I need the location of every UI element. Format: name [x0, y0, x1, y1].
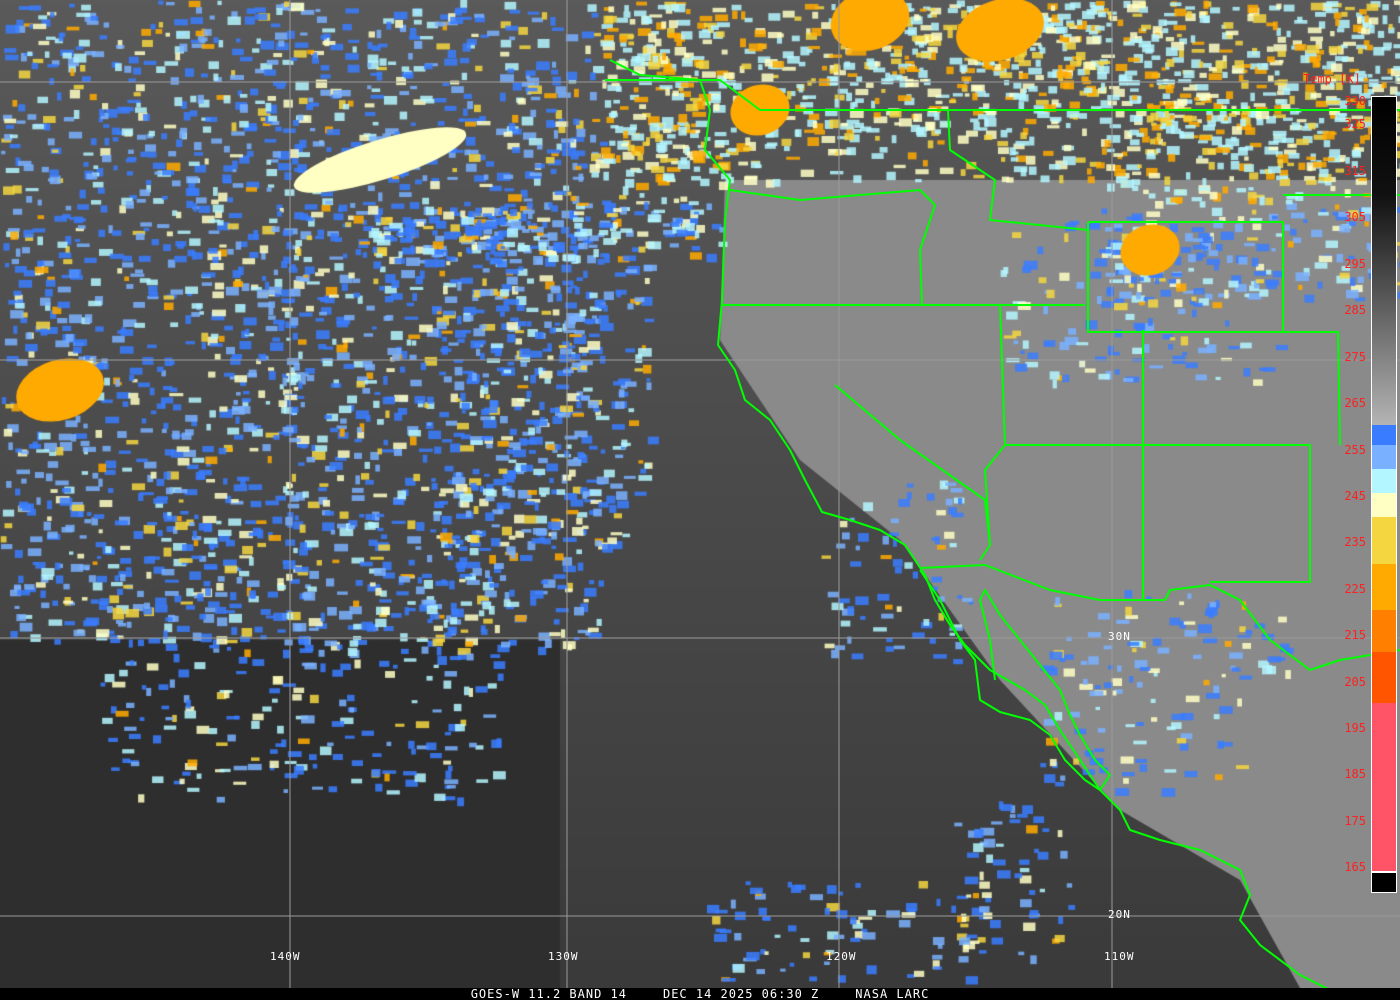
- colorbar-tick-label: 175: [1344, 814, 1366, 828]
- colorbar-tick-label: 185: [1344, 767, 1366, 781]
- colorbar-yellow-segment: [1372, 517, 1396, 564]
- caption-datetime: DEC 14 2025 06:30 Z: [662, 987, 820, 1000]
- label-30n: 30N: [1108, 630, 1131, 643]
- caption-source: NASA LARC: [855, 987, 930, 1000]
- border-ca-nv: [834, 384, 991, 561]
- border-co: [1143, 331, 1341, 446]
- colorbar-tick-label: 255: [1344, 443, 1366, 457]
- boundaries: [605, 59, 1400, 991]
- colorbar-lightblue-segment: [1372, 445, 1396, 469]
- colorbar-tick-label: 235: [1344, 535, 1366, 549]
- label-110w: 110W: [1104, 950, 1135, 963]
- temperature-colorbar: [1371, 96, 1397, 893]
- colorbar-tick-label: 305: [1344, 210, 1366, 224]
- colorbar-tick-label: 205: [1344, 675, 1366, 689]
- image-caption: GOES-W 11.2 BAND 14 DEC 14 2025 06:30 Z NA…: [0, 988, 1400, 1000]
- caption-satellite: GOES-W 11.2 BAND 14: [470, 987, 627, 1000]
- colorbar-tick-label: 330: [1344, 94, 1366, 108]
- colorbar-redorange-segment: [1372, 652, 1396, 703]
- border-nv-ut: [984, 304, 1006, 546]
- border-mt: [947, 109, 1089, 231]
- colorbar-gray-segment: [1372, 97, 1396, 425]
- label-130w: 130W: [548, 950, 579, 963]
- label-20n: 20N: [1108, 908, 1131, 921]
- colorbar-tick-label: 285: [1344, 303, 1366, 317]
- colorbar-tick-label: 165: [1344, 860, 1366, 874]
- baja-peninsula: [919, 569, 1111, 791]
- colorbar-tick-label: 275: [1344, 350, 1366, 364]
- colorbar-tick-label: 325: [1344, 117, 1366, 131]
- colorbar-blue-segment: [1372, 425, 1396, 445]
- label-140w: 140W: [270, 950, 301, 963]
- colorbar-tick-label: 295: [1344, 257, 1366, 271]
- colorbar-tick-label: 245: [1344, 489, 1366, 503]
- colorbar-divider: [1372, 871, 1396, 873]
- colorbar-title: Temp [K]: [1303, 72, 1361, 86]
- colorbar-paleyellow-segment: [1372, 493, 1396, 517]
- colorbar-orange-segment: [1372, 564, 1396, 610]
- colorbar-tick-label: 195: [1344, 721, 1366, 735]
- colorbar-cyan-segment: [1372, 469, 1396, 493]
- colorbar-tick-label: 215: [1344, 628, 1366, 642]
- colorbar-tick-label: 225: [1344, 582, 1366, 596]
- colorbar-tick-label: 315: [1344, 164, 1366, 178]
- coastline-west: [609, 59, 1331, 991]
- colorbar-tick-label: 265: [1344, 396, 1366, 410]
- border-us-mexico: [919, 564, 1400, 671]
- colorbar-darkorange-segment: [1372, 610, 1396, 652]
- label-120w: 120W: [826, 950, 857, 963]
- border-az-nm: [1005, 444, 1311, 583]
- border-us-canada: [605, 79, 1400, 111]
- border-wy: [1087, 221, 1284, 333]
- border-or-wa: [729, 189, 936, 306]
- colorbar-pink-segment: [1372, 703, 1396, 871]
